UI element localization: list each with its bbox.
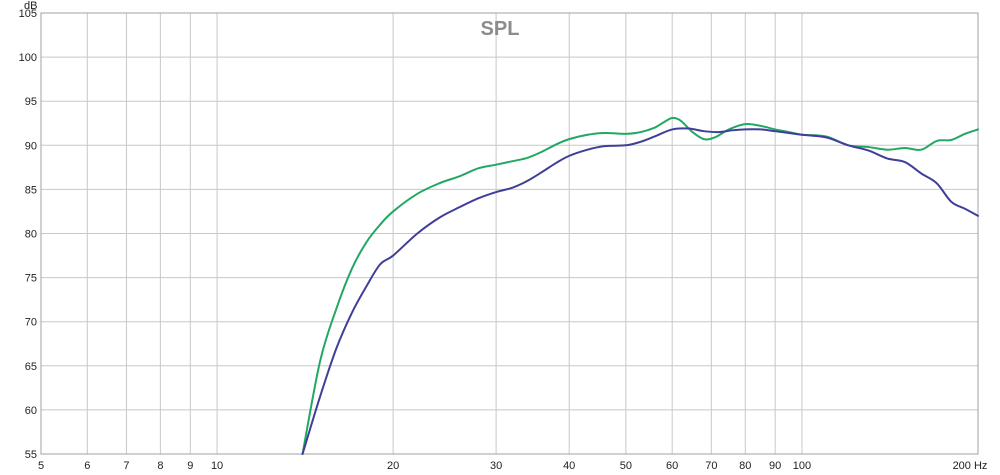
x-tick-label: 60 <box>666 460 678 472</box>
x-tick-label: 10 <box>211 460 223 472</box>
y-tick-label: 90 <box>25 140 37 152</box>
x-tick-label: 9 <box>187 460 193 472</box>
x-tick-label: 7 <box>123 460 129 472</box>
y-tick-label: 60 <box>25 405 37 417</box>
series-group <box>301 116 979 455</box>
y-tick-label: 55 <box>25 449 37 461</box>
y-tick-label: 95 <box>25 96 37 108</box>
plot-frame <box>40 12 979 455</box>
chart-title: SPL <box>481 18 520 40</box>
x-tick-label: 70 <box>705 460 717 472</box>
x-tick-label: 50 <box>620 460 632 472</box>
x-tick-label: 90 <box>769 460 781 472</box>
y-tick-label: 65 <box>25 361 37 373</box>
y-tick-label: 75 <box>25 273 37 285</box>
x-tick-label: 8 <box>157 460 163 472</box>
x-tick-label: 80 <box>739 460 751 472</box>
series-line-1 <box>301 116 979 455</box>
x-tick-label: 200 Hz <box>953 460 988 472</box>
x-tick-label: 30 <box>490 460 502 472</box>
x-tick-label: 6 <box>84 460 90 472</box>
x-tick-label: 100 <box>793 460 811 472</box>
y-tick-label: 85 <box>25 184 37 196</box>
x-tick-labels: 5 6 7 8 9 10 20 30 40 50 60 70 80 90 100 200 Hz <box>38 460 987 472</box>
y-axis-label: dB <box>24 0 37 12</box>
y-tick-label: 105 <box>19 8 37 20</box>
series-line-2 <box>301 127 979 455</box>
x-tick-label: 20 <box>387 460 399 472</box>
y-tick-label: 100 <box>19 52 37 64</box>
x-tick-label: 5 <box>38 460 44 472</box>
y-tick-label: 80 <box>25 229 37 241</box>
grid-lines <box>40 12 979 455</box>
y-tick-label: 70 <box>25 317 37 329</box>
y-tick-labels: 55 60 65 70 75 80 85 90 95 100 105 <box>19 8 37 461</box>
x-tick-label: 40 <box>563 460 575 472</box>
